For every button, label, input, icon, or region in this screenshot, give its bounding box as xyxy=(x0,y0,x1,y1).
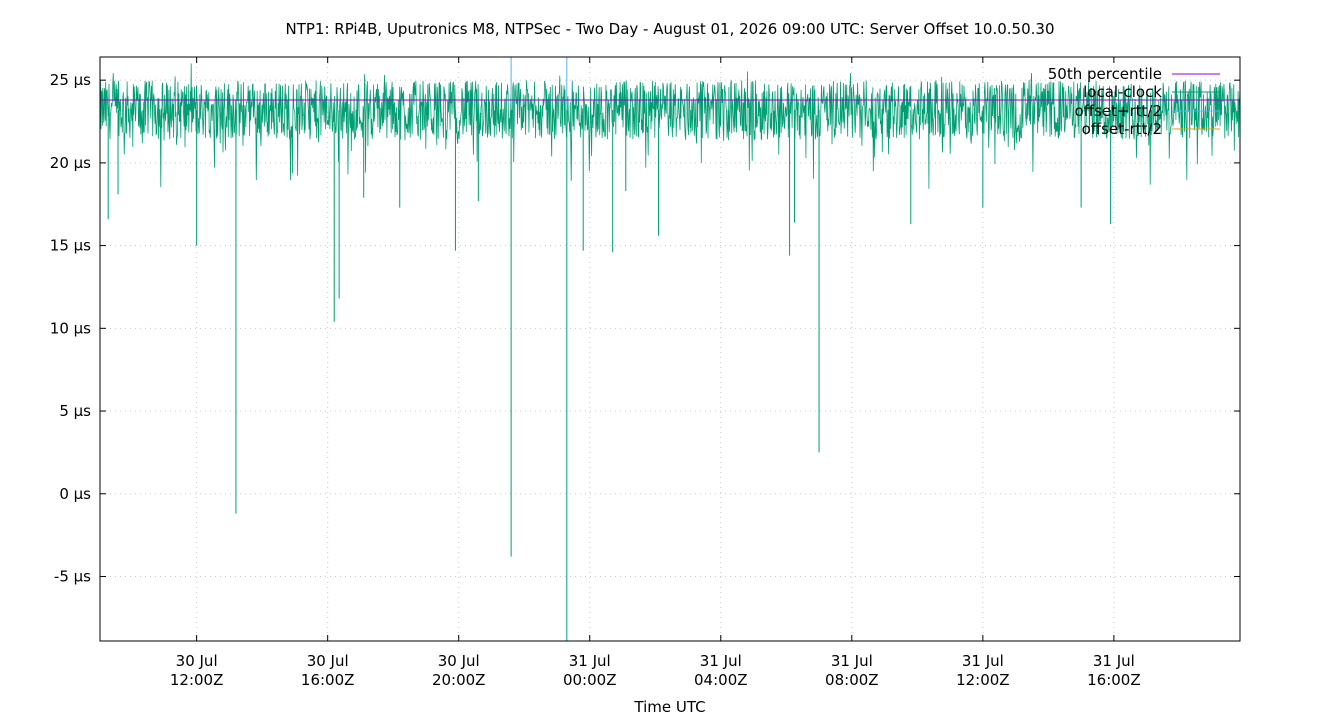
x-tick-label-date: 31 Jul xyxy=(1093,652,1135,670)
x-tick-label-time: 16:00Z xyxy=(301,671,355,689)
grid-lines xyxy=(100,57,1240,641)
y-tick-label: -5 µs xyxy=(54,567,91,585)
x-tick-label-time: 20:00Z xyxy=(432,671,486,689)
y-tick-label: 15 µs xyxy=(50,237,91,255)
x-tick-label-date: 31 Jul xyxy=(962,652,1004,670)
legend-label: offset+rtt/2 xyxy=(1074,102,1162,120)
local-clock-line xyxy=(99,63,1241,189)
x-tick-label-date: 30 Jul xyxy=(307,652,349,670)
legend-label: offset-rtt/2 xyxy=(1082,120,1162,138)
x-tick-label-date: 31 Jul xyxy=(831,652,873,670)
plot-frame xyxy=(99,56,1241,642)
y-tick-label: 10 µs xyxy=(50,319,91,337)
y-tick-label: 20 µs xyxy=(50,154,91,172)
y-axis: 25 µs 20 µs 15 µs 10 µs 5 µs 0 µs -5 µs xyxy=(50,71,1240,585)
x-tick-label-time: 00:00Z xyxy=(563,671,617,689)
legend: 50th percentilelocal-clockoffset+rtt/2of… xyxy=(1048,65,1220,138)
x-tick-label-time: 12:00Z xyxy=(170,671,224,689)
chart-title: NTP1: RPi4B, Uputronics M8, NTPSec - Two… xyxy=(285,20,1054,38)
y-tick-label: 25 µs xyxy=(50,71,91,89)
x-tick-label-date: 31 Jul xyxy=(569,652,611,670)
x-tick-label-time: 12:00Z xyxy=(956,671,1010,689)
legend-label: 50th percentile xyxy=(1048,65,1162,83)
x-tick-label-date: 30 Jul xyxy=(176,652,218,670)
legend-label: local-clock xyxy=(1083,83,1162,101)
plot-area xyxy=(99,57,1241,641)
x-tick-label-time: 16:00Z xyxy=(1087,671,1141,689)
x-tick-label-time: 08:00Z xyxy=(825,671,879,689)
y-tick-label: 0 µs xyxy=(59,485,91,503)
x-tick-label-date: 31 Jul xyxy=(700,652,742,670)
x-tick-label-date: 30 Jul xyxy=(438,652,480,670)
x-tick-label-time: 04:00Z xyxy=(694,671,748,689)
x-axis-label: Time UTC xyxy=(633,698,705,716)
y-tick-label: 5 µs xyxy=(59,402,91,420)
